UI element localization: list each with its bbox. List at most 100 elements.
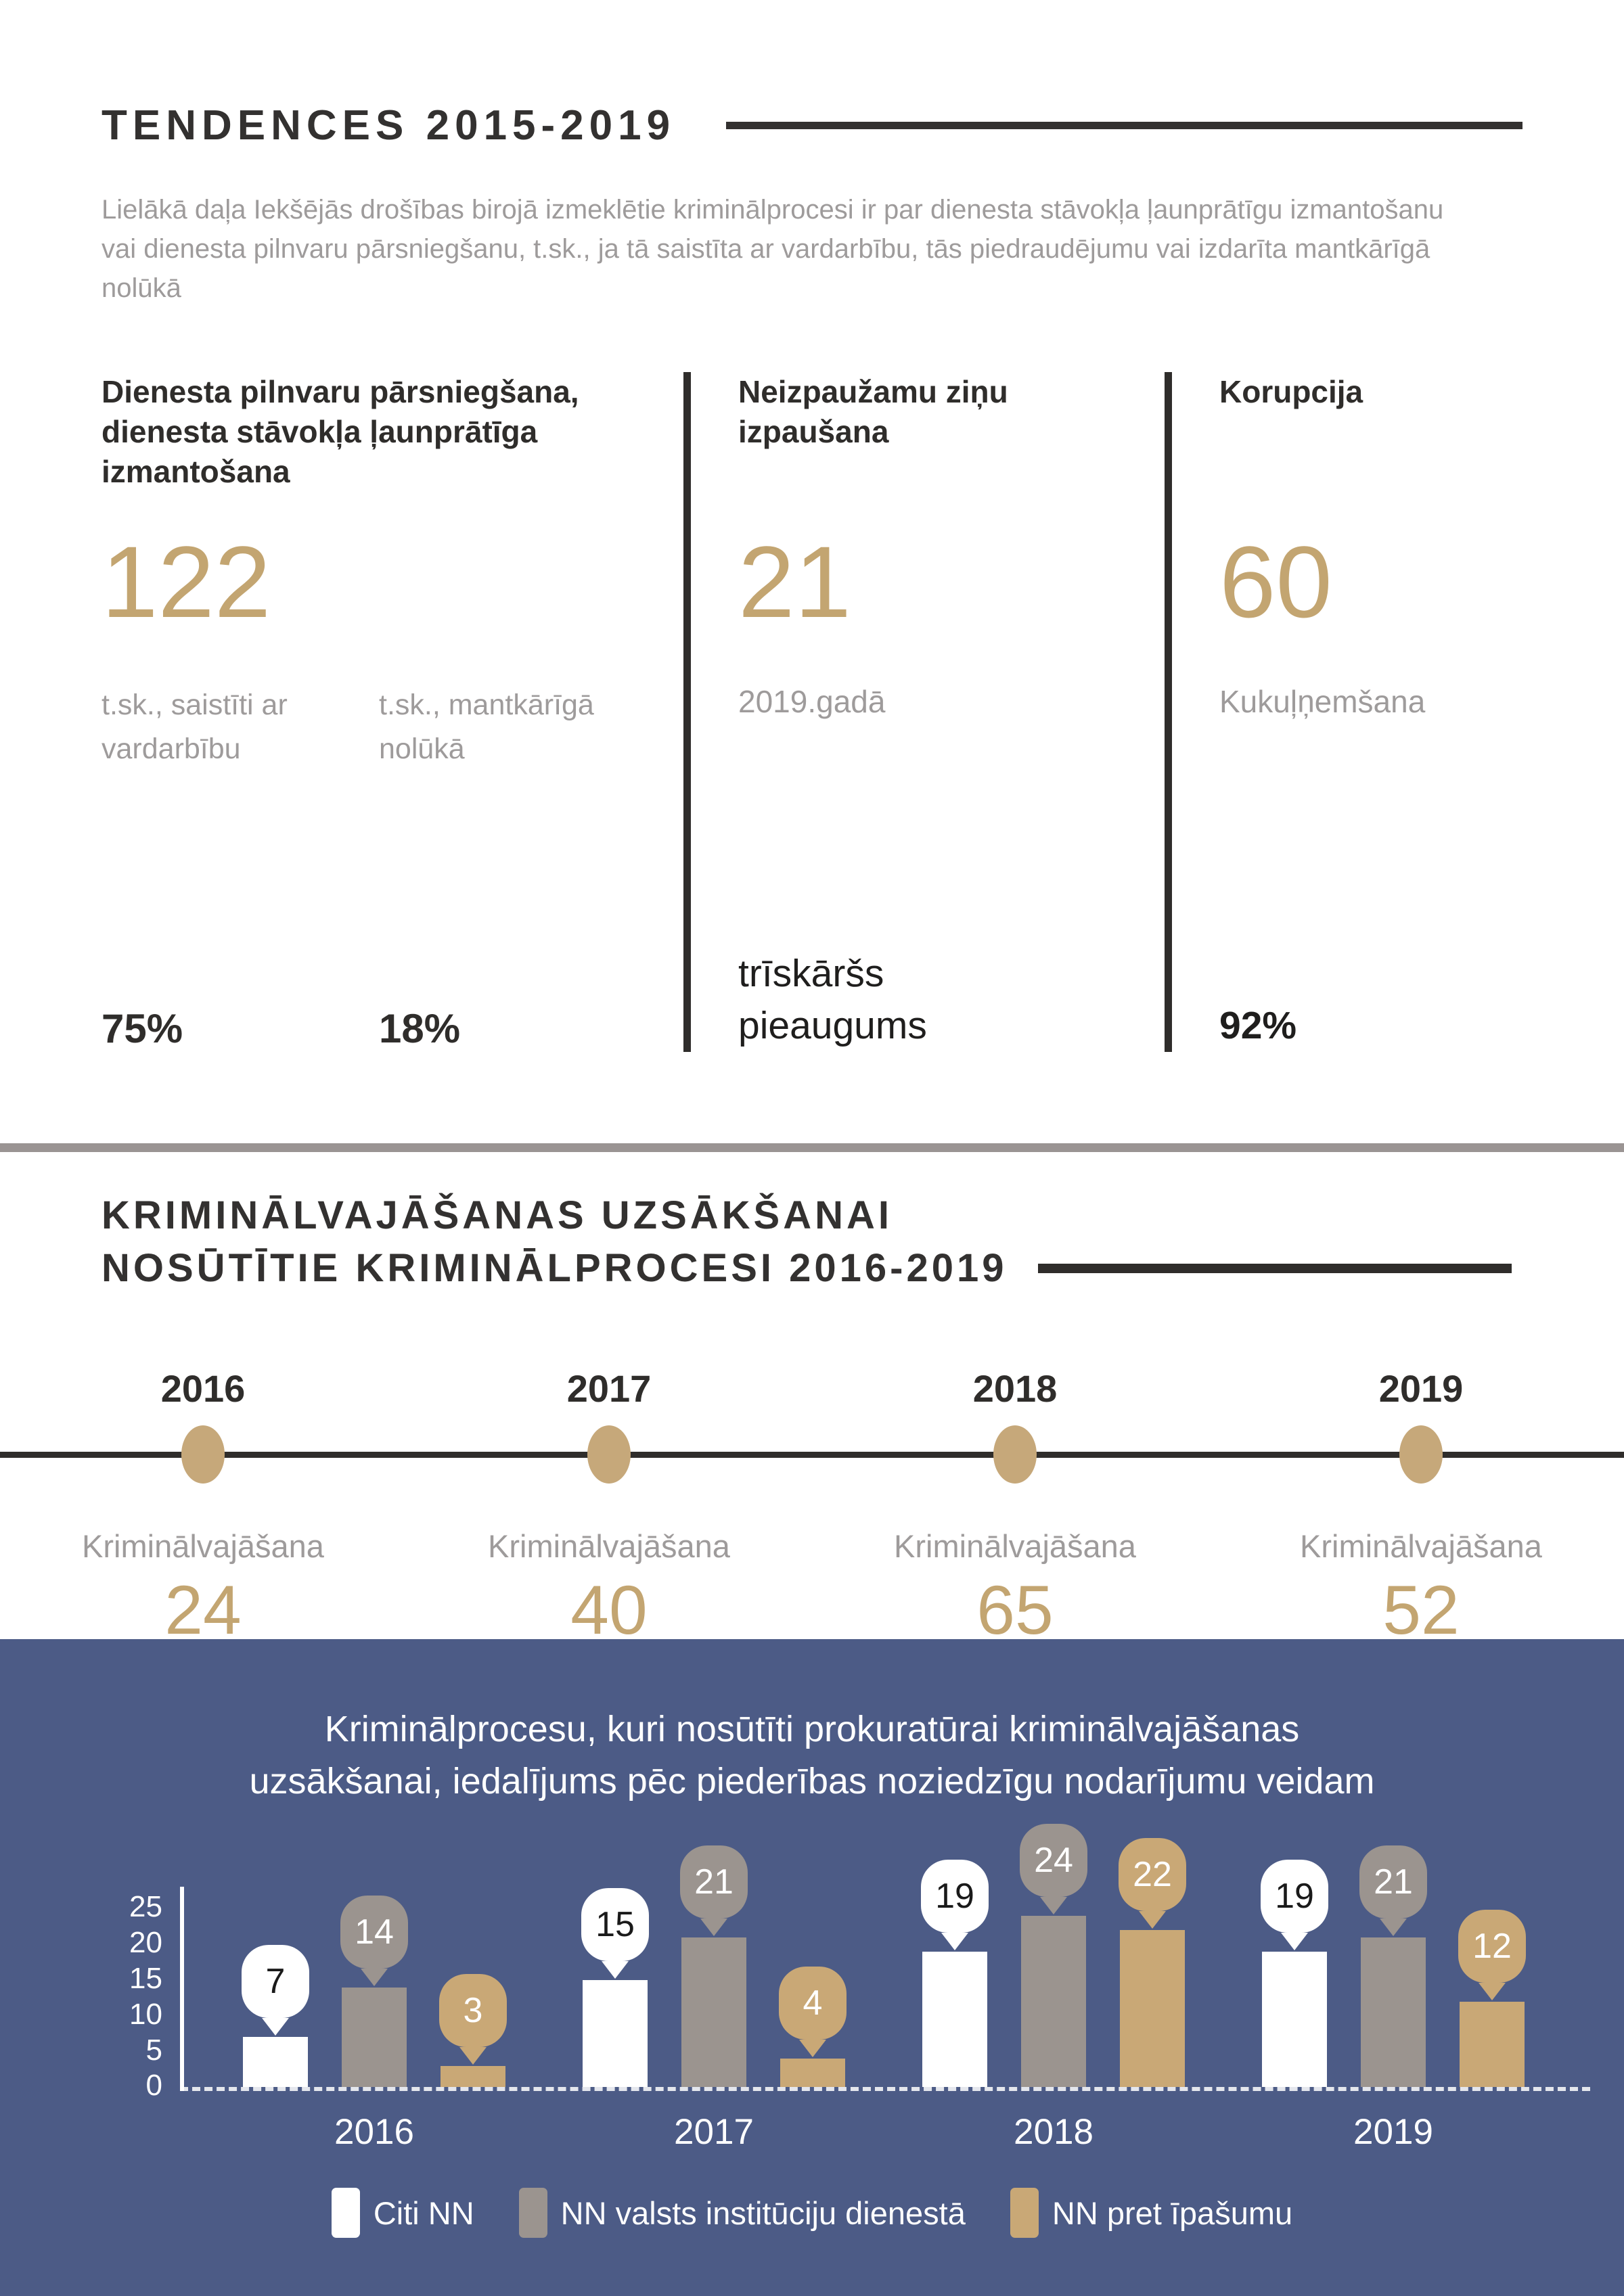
bar-NN pret īpašumu [1120, 1930, 1185, 2088]
bar-Citi NN [583, 1979, 648, 2088]
callout-pointer [1380, 1918, 1407, 1936]
stat-card-korupcija: Korupcija 60 Kukuļņemšana 92% [1219, 372, 1522, 1052]
timeline-value: 52 [1382, 1571, 1460, 1639]
callout-pointer [1479, 1982, 1506, 2000]
value-callout: 7 [242, 1945, 309, 2036]
bar-cell: 15 [581, 1887, 649, 2088]
page-title: TENDENCES 2015-2019 [102, 102, 676, 149]
bar-NN valsts institūciju dienestā [342, 1987, 407, 2088]
section2-heading-rule [1037, 1264, 1512, 1274]
timeline-dot [993, 1425, 1037, 1484]
y-axis-tick-label: 20 [129, 1926, 162, 1960]
value-callout: 15 [581, 1887, 649, 1979]
bar-group-2017: 15 21 4 2017 [581, 1845, 847, 2153]
timeline-years-row: 2016 2017 2018 2019 [0, 1367, 1624, 1410]
bar-Citi NN [243, 2037, 308, 2088]
value-callout: 19 [1261, 1859, 1328, 1950]
bar-cell: 4 [779, 1967, 847, 2088]
bar-cell: 12 [1458, 1909, 1526, 2088]
stat-value: 21 [738, 525, 851, 639]
y-axis-line [180, 1887, 184, 2092]
stat-note: Kukuļņemšana [1219, 684, 1426, 719]
legend-item: Citi NN [331, 2188, 474, 2238]
stat-card-neizpauzamu-zinu: Neizpaužamu ziņu izpaušana 21 2019.gadā … [738, 372, 1117, 1052]
bar-NN valsts institūciju dienestā [1021, 1915, 1086, 2088]
y-axis-tick-label: 10 [129, 1997, 162, 2031]
x-axis-category-label: 2019 [1353, 2112, 1433, 2153]
section2-heading-line2: NOSŪTĪTIE KRIMINĀLPROCESI 2016-2019 [102, 1246, 1008, 1291]
legend-swatch [518, 2188, 547, 2238]
stat-highlight: 92% [1219, 1004, 1297, 1048]
legend-swatch [1010, 2188, 1039, 2238]
stat-sub-percent: 18% [379, 1006, 461, 1051]
stat-heading: Neizpaužamu ziņu izpaušana [738, 374, 1008, 449]
bar-NN valsts institūciju dienestā [1361, 1937, 1426, 2088]
x-axis-category-label: 2017 [674, 2112, 754, 2153]
bar-cell: 19 [1261, 1859, 1328, 2088]
y-axis-tick-label: 0 [145, 2069, 162, 2103]
section2-heading: KRIMINĀLVAJĀŠANAS UZSĀKŠANAI NOSŪTĪTIE K… [0, 1189, 1624, 1295]
callout-pointer [459, 2046, 487, 2065]
y-axis-labels: 0 5 10 15 20 25 [115, 1892, 162, 2100]
y-axis-tick-label: 25 [129, 1890, 162, 1924]
plot-area: 7 14 3 2016 15 21 4 2017 19 24 22 2018 19 21 12 2019 [180, 1823, 1590, 2153]
stat-note: 2019.gadā [738, 684, 886, 719]
timeline-kriminalvajasana-labels: Kriminālvajāšana Kriminālvajāšana Krimin… [0, 1487, 1624, 1565]
timeline-year: 2017 [566, 1367, 652, 1410]
timeline-dot [181, 1425, 225, 1484]
key-stats-row: Dienesta pilnvaru pārsniegšana, dienesta… [0, 372, 1624, 1052]
stat-sub-columns: t.sk., saistīti ar vardarbību 75% t.sk.,… [102, 683, 636, 1052]
stat-highlight: trīskāršs pieaugums [738, 952, 927, 1048]
timeline-label: Kriminālvajāšana [894, 1528, 1136, 1564]
chart-title: Kriminālprocesu, kuri nosūtīti prokuratū… [0, 1703, 1624, 1807]
value-callout: 24 [1020, 1823, 1087, 1914]
section-divider-bar [0, 1143, 1624, 1152]
bar-cell: 7 [242, 1945, 309, 2088]
timeline-year: 2016 [160, 1367, 246, 1410]
y-axis-tick-label: 5 [145, 2033, 162, 2067]
legend-item: NN pret īpašumu [1010, 2188, 1292, 2238]
timeline-kriminalvajasana-values: 24 40 65 52 [0, 1565, 1624, 1639]
value-callout: 3 [439, 1973, 507, 2065]
callout-pointer [799, 2040, 826, 2058]
timeline-value: 24 [164, 1571, 242, 1639]
bar-NN pret īpašumu [441, 2065, 505, 2088]
chart-title-line1: Kriminālprocesu, kuri nosūtīti prokuratū… [324, 1709, 1300, 1749]
timeline-value: 65 [976, 1571, 1054, 1639]
vertical-divider [683, 372, 691, 1052]
value-callout: 4 [779, 1967, 847, 2058]
stat-value: 60 [1219, 525, 1332, 639]
value-callout: 14 [340, 1895, 408, 1986]
bar-NN pret īpašumu [780, 2059, 845, 2088]
bar-Citi NN [922, 1951, 987, 2088]
section2-heading-line1: KRIMINĀLVAJĀŠANAS UZSĀKŠANAI [102, 1193, 893, 1237]
bar-NN pret īpašumu [1460, 2001, 1525, 2088]
bar-group-2019: 19 21 12 2019 [1261, 1845, 1526, 2153]
bar-group-2016: 7 14 3 2016 [242, 1895, 507, 2153]
value-callout: 21 [680, 1845, 748, 1936]
value-callout: 12 [1458, 1909, 1526, 2000]
timeline-label: Kriminālvajāšana [1300, 1528, 1542, 1564]
legend-swatch [331, 2188, 360, 2238]
bar-chart: 0 5 10 15 20 25 7 14 3 2016 15 21 4 2017 19 24 22 2018 19… [0, 1823, 1624, 2153]
bar-cell: 19 [921, 1859, 989, 2088]
callout-pointer [1139, 1911, 1166, 1929]
callout-pointer [262, 2018, 289, 2036]
chart-title-line2: uzsākšanai, iedalījums pēc piederības no… [249, 1760, 1375, 1801]
stat-card-dienesta-pilnvaru: Dienesta pilnvaru pārsniegšana, dienesta… [102, 372, 636, 1052]
chart-legend: Citi NN NN valsts institūciju dienestā NN … [0, 2188, 1624, 2238]
callout-pointer [361, 1968, 388, 1986]
value-callout: 19 [921, 1859, 989, 1950]
legend-item: NN valsts institūciju dienestā [518, 2188, 966, 2238]
stat-sub-label: t.sk., saistīti ar vardarbību [102, 689, 288, 765]
callout-pointer [1040, 1896, 1067, 1914]
callout-pointer [1281, 1932, 1308, 1950]
timeline-label: Kriminālvajāšana [488, 1528, 730, 1564]
callout-pointer [941, 1932, 968, 1950]
timeline-dot [587, 1425, 631, 1484]
stat-heading: Korupcija [1219, 374, 1363, 409]
callout-pointer [602, 1960, 629, 1979]
stat-heading: Dienesta pilnvaru pārsniegšana, dienesta… [102, 374, 579, 489]
timeline-year: 2018 [972, 1367, 1058, 1410]
bar-Citi NN [1262, 1951, 1327, 2088]
